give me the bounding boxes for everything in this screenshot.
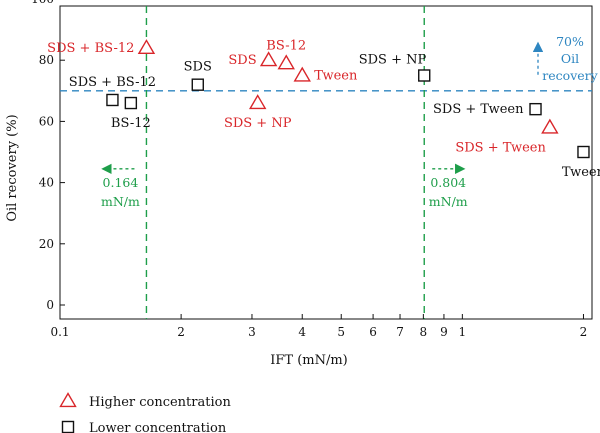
point-label-tween: Tween [562, 165, 600, 180]
square-point-sds-bs-12 [106, 93, 119, 107]
triangle-point-sds-bs-12 [137, 39, 156, 55]
x-tick-label: 9 [440, 325, 448, 339]
square-point-bs-12 [124, 96, 138, 110]
square-point-sds-np [418, 69, 431, 82]
point-label-sds-np: SDS + NP [359, 53, 427, 68]
x-tick-label: 8 [420, 325, 428, 339]
legend-label: Lower concentration [89, 421, 227, 433]
x-tick-label: 5 [337, 325, 345, 339]
y-tick-label: 100 [31, 0, 54, 6]
y-tick-label: 0 [46, 298, 54, 312]
reference-label-70: recovery [542, 68, 598, 83]
plot-frame [59, 5, 593, 320]
point-label-sds-bs-12: SDS + BS-12 [47, 41, 134, 56]
x-tick-label: 2 [177, 325, 185, 339]
y-tick-label: 80 [39, 53, 54, 67]
reference-label-right: 0.804 [430, 175, 466, 190]
point-label-bs-12: BS-12 [266, 38, 306, 53]
triangle-point-tween [293, 66, 311, 82]
triangle-point-sds-np [248, 94, 267, 110]
x-axis-title: IFT (mN/m) [270, 353, 348, 368]
point-label-bs-12: BS-12 [111, 116, 151, 131]
point-label-sds: SDS [184, 60, 212, 75]
x-tick-label: 0.1 [50, 325, 69, 339]
legend: Higher concentration Lower concentration [59, 392, 231, 433]
x-tick-label: 2 [580, 325, 588, 339]
triangle-point-sds [259, 51, 278, 67]
square-point-sds [191, 78, 204, 91]
legend-square-icon [61, 420, 75, 433]
x-tick-label: 1 [459, 325, 467, 339]
y-tick-label: 20 [39, 237, 54, 251]
x-tick-label: 3 [248, 325, 256, 339]
reference-lines: 70% Oil recovery 0.164 mN/m 0.804 mN/m [60, 6, 599, 319]
point-label-sds: SDS [228, 53, 256, 68]
y-axis-title: Oil recovery (%) [5, 114, 20, 221]
legend-label: Higher concentration [89, 395, 231, 410]
triangle-point-bs-12 [277, 54, 295, 70]
point-label-sds-bs-12: SDS + BS-12 [69, 75, 156, 90]
y-tick-label: 60 [39, 114, 54, 128]
y-tick-label: 40 [39, 176, 54, 190]
square-point-tween [577, 145, 590, 159]
legend-triangle-icon [59, 392, 77, 408]
x-tick-label: 7 [396, 325, 404, 339]
square-point-sds-tween [529, 102, 542, 116]
point-label-tween: Tween [314, 69, 358, 84]
point-label-sds-np: SDS + NP [224, 116, 292, 131]
reference-label-70: 70% [556, 34, 584, 49]
point-label-sds-tween: SDS + Tween [433, 102, 524, 117]
point-label-sds-tween: SDS + Tween [455, 141, 546, 156]
reference-label-left: mN/m [101, 194, 140, 209]
reference-label-left: 0.164 [103, 175, 139, 190]
triangle-point-sds-tween [541, 118, 559, 134]
reference-label-70: Oil [561, 51, 579, 66]
axis-ticks: 0.12345678912020406080100 [31, 0, 587, 339]
reference-label-right: mN/m [429, 194, 468, 209]
x-tick-label: 4 [298, 325, 306, 339]
x-tick-label: 6 [369, 325, 377, 339]
